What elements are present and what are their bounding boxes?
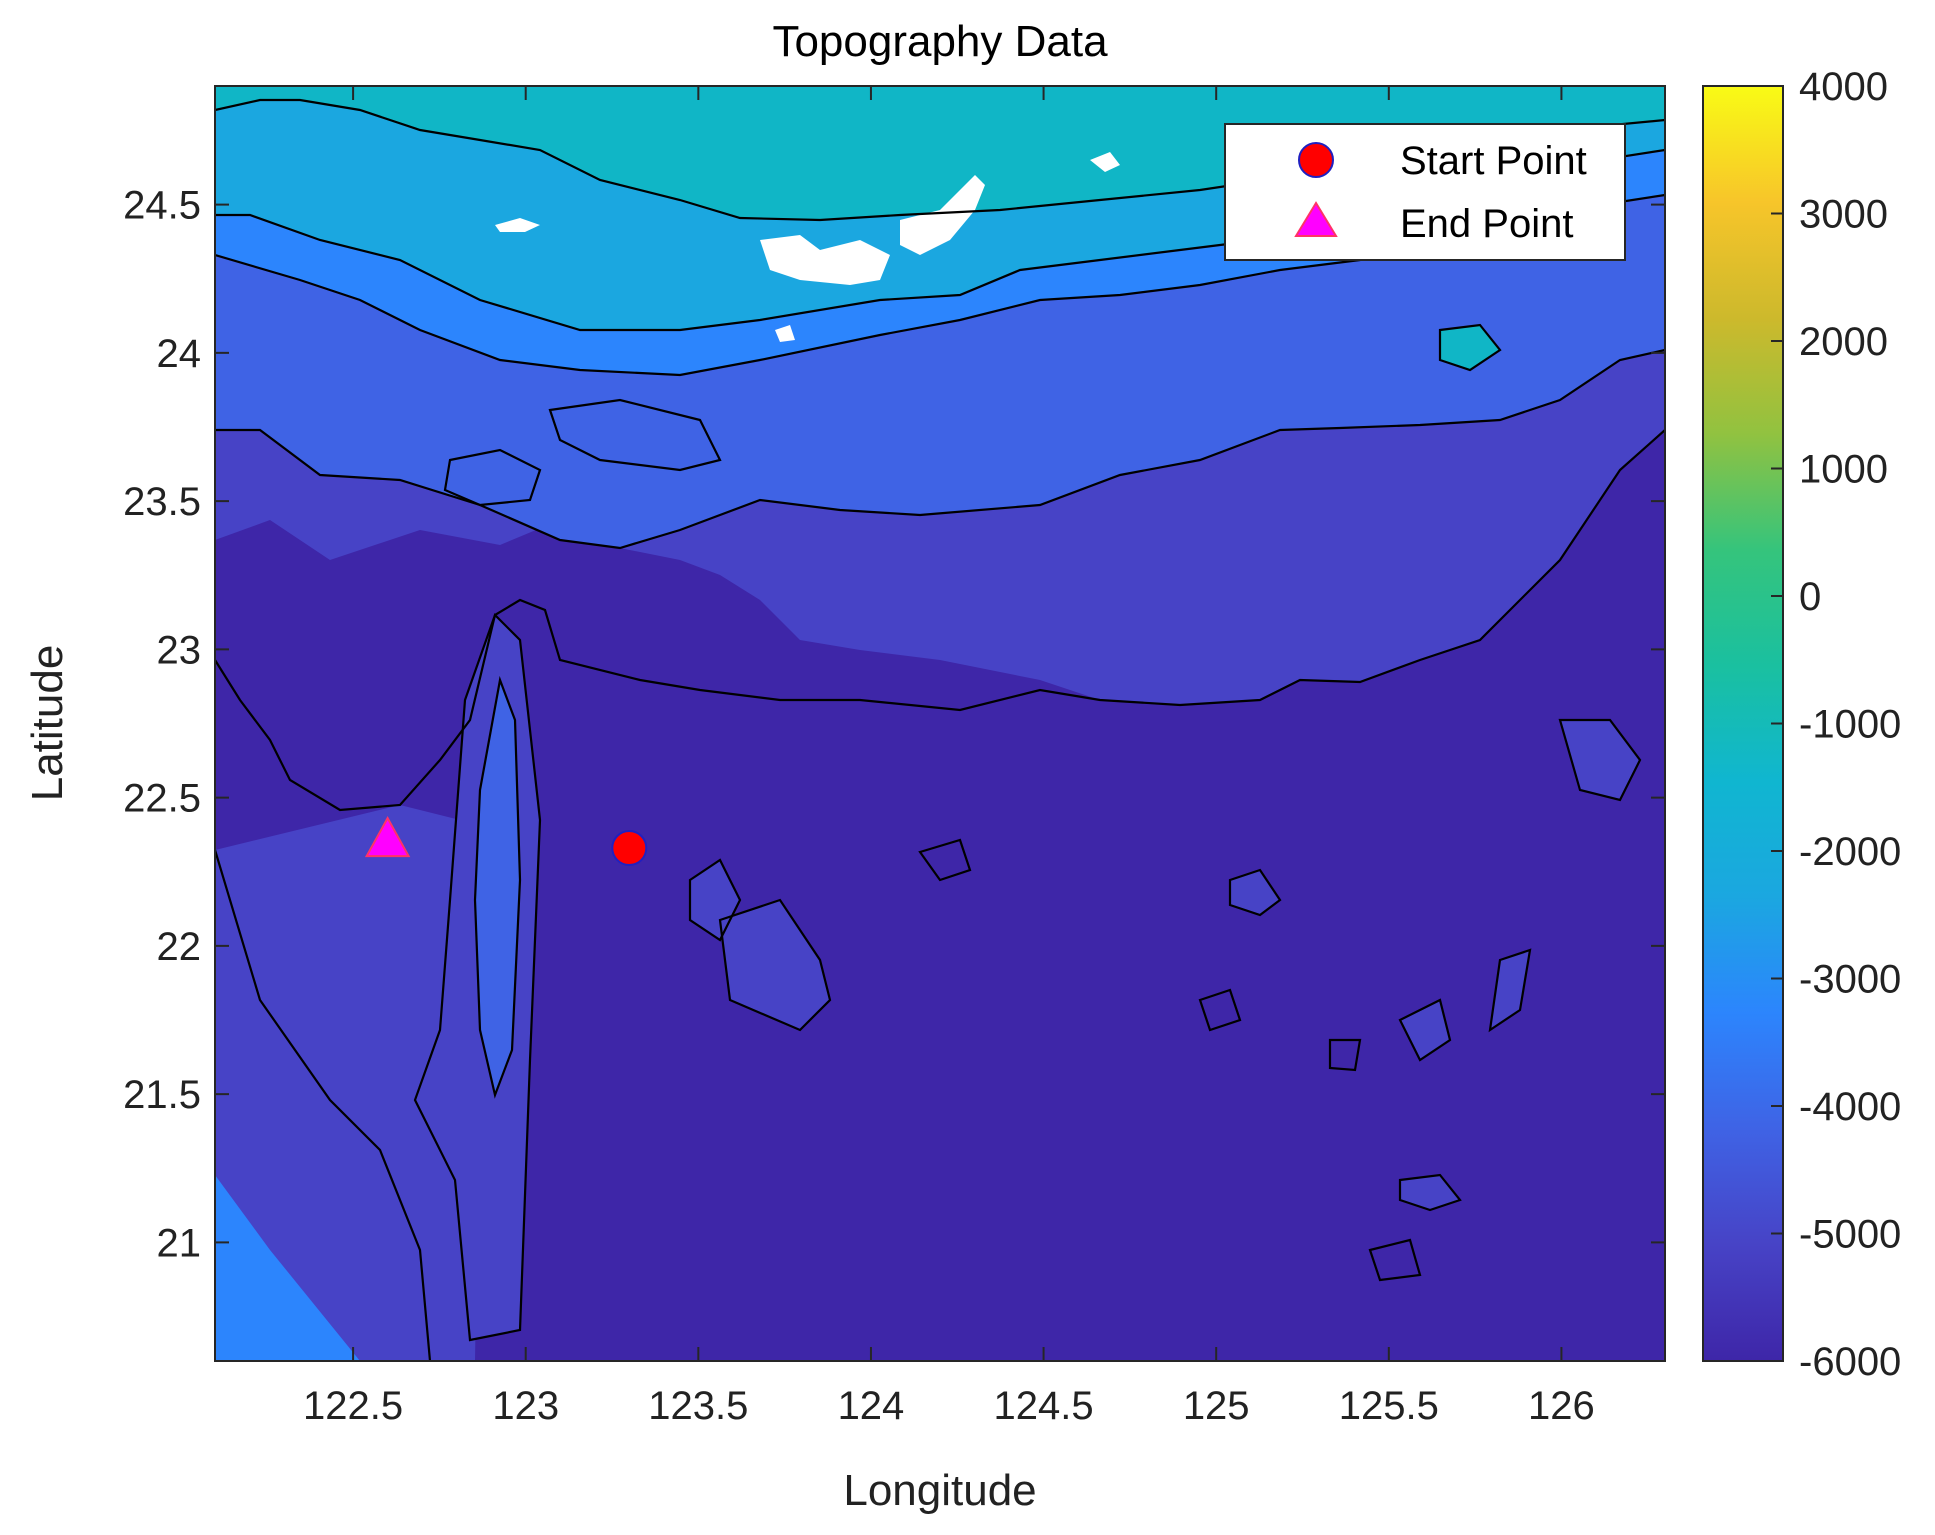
chart-title: Topography Data — [772, 17, 1108, 66]
colorbar-tick-label: -5000 — [1799, 1213, 1901, 1257]
y-tick-label: 21 — [157, 1221, 202, 1265]
colorbar-tick-label: 3000 — [1799, 193, 1888, 237]
y-tick-label: 24.5 — [123, 184, 201, 228]
y-tick-label: 23 — [157, 628, 202, 672]
legend: Start Point End Point — [1224, 123, 1626, 261]
legend-start-label: Start Point — [1400, 139, 1587, 183]
x-tick-label: 125.5 — [1339, 1384, 1439, 1428]
ridge-core — [475, 680, 520, 1095]
contour-line — [918, 838, 972, 882]
x-tick-label: 125 — [1183, 1384, 1250, 1428]
legend-end-marker — [1294, 201, 1338, 237]
start-point-marker — [611, 830, 648, 867]
colorbar-tick-label: 2000 — [1799, 320, 1888, 364]
end-point-marker — [364, 816, 411, 858]
contour-line — [413, 612, 542, 1342]
x-axis-label: Longitude — [843, 1466, 1036, 1515]
axes-frame — [214, 85, 1666, 1362]
contour-line — [1488, 948, 1532, 1033]
colorbar-tick-label: 4000 — [1799, 65, 1888, 109]
x-tick-label: 124.5 — [994, 1384, 1094, 1428]
x-tick-label: 124 — [838, 1384, 905, 1428]
legend-start-marker — [1298, 142, 1334, 178]
contour-line — [1228, 868, 1282, 917]
contour-line — [1328, 1038, 1362, 1072]
colorbar-tick-label: -3000 — [1799, 958, 1901, 1002]
contour-line — [688, 858, 742, 942]
contour-line — [1368, 1238, 1422, 1282]
y-tick-label: 24 — [157, 332, 202, 376]
x-tick-label: 123 — [492, 1384, 559, 1428]
contour-line — [548, 398, 722, 472]
y-axis-label: Latitude — [23, 645, 72, 802]
colorbar-tick-label: 0 — [1799, 575, 1821, 619]
x-tick-label: 122.5 — [303, 1384, 403, 1428]
contour-line — [1558, 718, 1642, 802]
colorbar-tick-label: -1000 — [1799, 703, 1901, 747]
y-tick-label: 23.5 — [123, 480, 201, 524]
point-markers — [364, 816, 648, 867]
colorbar-tick-label: -4000 — [1799, 1085, 1901, 1129]
contour-line — [215, 348, 1665, 550]
contour-line — [1438, 323, 1502, 372]
land-area — [495, 152, 1120, 342]
legend-box — [1224, 123, 1626, 261]
colorbar-tick-label: -6000 — [1799, 1340, 1901, 1384]
map-axes: 122.5 123 123.5 124 124.5 125 125.5 126 2121.52… — [23, 85, 1666, 1515]
y-axis-ticks: 21 21.5 22 22.5 23 23.5 24 24.5 — [123, 184, 1665, 1265]
y-tick-label: 22 — [157, 925, 202, 969]
contour-line — [215, 429, 1665, 812]
legend-end-label: End Point — [1400, 202, 1573, 246]
contour-line — [1398, 1173, 1462, 1212]
colorbar-tick-label: -2000 — [1799, 830, 1901, 874]
colorbar-ticks: 4000 3000 2000 1000 0 -1000 -2000 -3000 -4000 -50… — [1771, 65, 1901, 1384]
contour-line — [1398, 998, 1452, 1062]
colorbar-bar — [1702, 85, 1784, 1362]
y-tick-label: 21.5 — [123, 1073, 201, 1117]
contour-line — [215, 849, 432, 1361]
colorbar-tick-label: 1000 — [1799, 448, 1888, 492]
contour-line — [443, 448, 542, 507]
colorbar: 4000 3000 2000 1000 0 -1000 -2000 -3000 -4000 -50… — [1702, 65, 1901, 1384]
x-tick-label: 123.5 — [648, 1384, 748, 1428]
y-tick-label: 22.5 — [123, 777, 201, 821]
x-axis-ticks: 122.5 123 123.5 124 124.5 125 125.5 126 — [303, 86, 1595, 1428]
contour-line — [473, 675, 522, 1099]
contour-line — [1198, 988, 1242, 1032]
depth-band-4000 — [215, 86, 1665, 1361]
x-tick-label: 126 — [1528, 1384, 1595, 1428]
contour-line — [718, 898, 832, 1032]
